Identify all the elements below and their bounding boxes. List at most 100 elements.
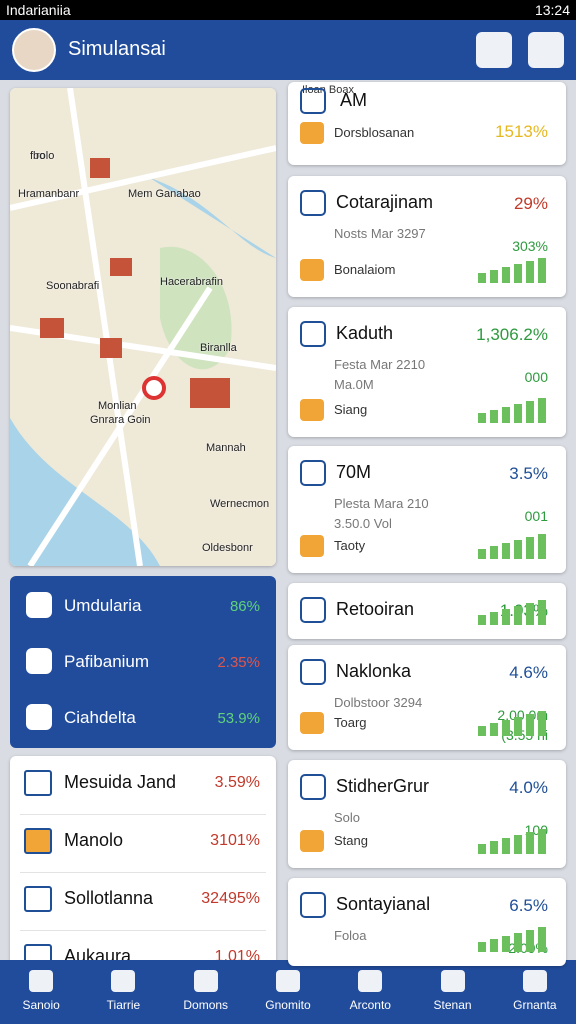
card-icon — [300, 460, 326, 486]
stat-card[interactable]: Kaduth 1,306.2% Festa Mar 2210 Ma.0M 000 Sian… — [288, 307, 566, 437]
list-panel: Mesuida Jand 3.59% Manolo 3101% Sollotlanna 3… — [10, 756, 276, 970]
sparkbar — [478, 273, 486, 283]
card-title: 70M — [336, 462, 372, 482]
sparkbar — [526, 930, 534, 952]
card-title: Cotarajinam — [336, 192, 434, 212]
card-value: 4.0% — [509, 778, 548, 797]
footer-icon — [300, 712, 324, 734]
row-value: 32495% — [201, 890, 260, 907]
card-footer: Bonalaiom — [334, 262, 396, 277]
sparkbar — [538, 927, 546, 952]
stat-card[interactable]: Retooiran 1.03% — [288, 583, 566, 639]
search-button[interactable] — [528, 32, 564, 68]
card-detail: Plesta Mara 210 — [334, 496, 429, 511]
sparkbar — [490, 410, 498, 423]
row-label[interactable]: Umdularia — [64, 596, 142, 615]
bottom-nav: Sanoio Tiarrie Domons Gnomito Arconto Stenan G… — [0, 960, 576, 1024]
row-label[interactable]: Ciahdelta — [64, 708, 136, 727]
stat-card[interactable]: Cotarajinam 29% Nosts Mar 3297 303% Bonalaio… — [288, 176, 566, 297]
sparkbar — [490, 612, 498, 625]
sparkbar — [502, 407, 510, 423]
row-value: 86% — [229, 598, 260, 615]
tab-icon[interactable] — [522, 970, 547, 992]
sparkbar — [526, 832, 534, 854]
sparkbar — [478, 615, 486, 625]
card-side-value: (3.55 hi — [501, 727, 548, 743]
stat-card[interactable]: 70M 3.5% Plesta Mara 210 3.50.0 Vol 001 Taoty — [288, 446, 566, 573]
card-detail: 3.50.0 Vol — [334, 516, 392, 531]
stat-card[interactable]: Naklonka 4.6% Dolbstoor 3294 2.00.0m (3.55 h… — [288, 645, 566, 750]
stat-card[interactable]: Iloan Boax AM 1513% Dorsblosanan — [288, 82, 566, 165]
row-icon — [26, 648, 52, 674]
tab-label[interactable]: Tiarrie — [106, 998, 141, 1012]
card-detail: Foloa — [334, 928, 367, 943]
card-detail: Festa Mar 2210 — [334, 357, 426, 372]
card-detail: Solo — [334, 810, 361, 825]
map[interactable]: fbo rolo Hramanbanr Mem Ganabao Soonabrafi Ha… — [10, 88, 276, 566]
card-footer: Dorsblosanan — [334, 125, 415, 140]
map-label: Monlian — [98, 400, 137, 412]
map-label: Oldesbonr — [202, 542, 253, 554]
card-icon — [300, 659, 326, 685]
tab-icon[interactable] — [276, 970, 300, 992]
app-header: Simulansai — [0, 20, 576, 80]
row-icon — [24, 886, 52, 912]
row-label[interactable]: Manolo — [64, 830, 124, 850]
sparkbar — [514, 606, 522, 625]
avatar[interactable] — [12, 28, 56, 72]
map-canvas — [10, 88, 276, 566]
card-side-value: 000 — [524, 369, 548, 385]
card-caption: Iloan Boax — [302, 84, 354, 96]
map-label: Biranlla — [200, 342, 237, 354]
card-footer: Taoty — [334, 538, 366, 553]
row-icon — [26, 704, 52, 730]
tab-icon[interactable] — [440, 970, 465, 992]
card-icon — [300, 597, 326, 623]
stat-card[interactable]: StidherGrur 4.0% Solo 100 Stang — [288, 760, 566, 868]
sparkbar — [502, 267, 510, 283]
card-title: Retooiran — [336, 599, 415, 619]
tab-label[interactable]: Gnomito — [265, 998, 311, 1012]
tab-icon[interactable] — [193, 970, 218, 992]
card-value: 1.03% — [499, 601, 548, 620]
row-label[interactable]: Sollotlanna — [64, 888, 154, 908]
card-detail: Dolbstoor 3294 — [334, 695, 423, 710]
row-label[interactable]: Mesuida Jand — [64, 772, 177, 792]
app-title: Simulansai — [68, 38, 166, 60]
sparkbar — [526, 261, 534, 283]
tab-label[interactable]: Grnanta — [513, 998, 557, 1012]
sparkbar — [514, 933, 522, 952]
sparkbar — [538, 711, 546, 736]
card-icon — [300, 774, 326, 800]
sparkbar — [538, 829, 546, 854]
tab-label[interactable]: Arconto — [349, 998, 391, 1012]
footer-icon — [300, 259, 324, 281]
divider — [20, 814, 266, 815]
sparkbar — [502, 609, 510, 625]
footer-icon — [300, 122, 324, 144]
tab-icon[interactable] — [358, 970, 383, 992]
map-label: Hramanbanr — [18, 188, 80, 200]
card-title: Sontayianal — [336, 894, 431, 914]
card-value: 6.5% — [509, 896, 548, 915]
sparkbar — [478, 549, 486, 559]
card-side-value: 2.00.0m — [497, 707, 548, 723]
map-label: Mem Ganabao — [128, 188, 201, 200]
tab-icon[interactable] — [29, 970, 54, 992]
sparkbar — [478, 726, 486, 736]
row-value: 3101% — [210, 832, 260, 849]
card-side-value: 303% — [512, 238, 548, 254]
tab-label[interactable]: Domons — [183, 998, 229, 1012]
tab-label[interactable]: Stenan — [433, 998, 472, 1012]
sparkbar — [502, 720, 510, 736]
row-label[interactable]: Pafibanium — [64, 652, 150, 671]
card-footer: Siang — [334, 402, 368, 417]
sparkbar — [490, 546, 498, 559]
profile-button[interactable] — [476, 32, 512, 68]
sparkbar — [490, 841, 498, 854]
tab-icon[interactable] — [111, 970, 136, 992]
row-icon — [24, 770, 52, 796]
tab-label[interactable]: Sanoio — [22, 998, 60, 1012]
